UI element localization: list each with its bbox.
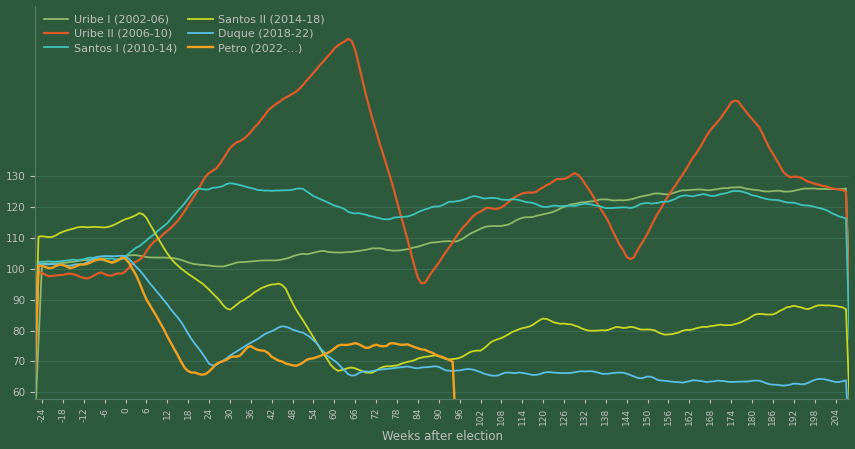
Santos II (2014-18) [30, 348, 40, 353]
Duque (2018-22) [30, 365, 40, 371]
Petro (2022-...) [451, 432, 462, 437]
Uribe II (2006-10) [722, 106, 733, 111]
Santos II (2014-18) [65, 227, 75, 232]
Uribe I (2002-06) [489, 223, 499, 229]
Uribe II (2006-10) [492, 206, 503, 211]
Legend: Uribe I (2002-06), Uribe II (2006-10), Santos I (2010-14), Santos II (2014-18), : Uribe I (2002-06), Uribe II (2006-10), S… [40, 11, 328, 57]
Santos II (2014-18) [134, 211, 144, 216]
Santos I (2010-14) [722, 190, 733, 195]
Line: Santos II (2014-18): Santos II (2014-18) [35, 213, 850, 399]
Duque (2018-22) [722, 379, 733, 384]
Petro (2022-...) [263, 350, 274, 356]
Uribe II (2006-10) [845, 318, 855, 324]
Santos II (2014-18) [845, 396, 855, 402]
Uribe II (2006-10) [65, 271, 75, 277]
Santos II (2014-18) [492, 336, 503, 342]
Uribe I (2002-06) [339, 250, 350, 255]
Petro (2022-...) [169, 346, 180, 352]
Duque (2018-22) [256, 334, 267, 339]
Uribe I (2002-06) [845, 283, 855, 289]
Uribe II (2006-10) [343, 36, 353, 41]
Santos I (2010-14) [30, 365, 40, 370]
Santos II (2014-18) [256, 286, 267, 291]
Duque (2018-22) [845, 443, 855, 449]
Uribe II (2006-10) [252, 121, 262, 127]
Line: Petro (2022-...): Petro (2022-...) [35, 258, 457, 435]
Santos I (2010-14) [845, 336, 855, 342]
Petro (2022-...) [423, 349, 433, 354]
Duque (2018-22) [343, 372, 353, 377]
Line: Santos I (2010-14): Santos I (2010-14) [35, 183, 850, 368]
Petro (2022-...) [117, 255, 127, 260]
Santos I (2010-14) [65, 257, 75, 263]
Line: Uribe I (2002-06): Uribe I (2002-06) [35, 187, 850, 420]
Petro (2022-...) [301, 357, 311, 362]
Uribe I (2002-06) [252, 258, 262, 264]
Line: Duque (2018-22): Duque (2018-22) [35, 256, 850, 446]
Santos I (2010-14) [225, 180, 235, 186]
Santos I (2010-14) [256, 188, 267, 193]
Petro (2022-...) [131, 272, 141, 277]
Duque (2018-22) [681, 379, 691, 385]
Santos I (2010-14) [681, 193, 691, 198]
Uribe I (2002-06) [65, 260, 75, 265]
Uribe II (2006-10) [681, 167, 691, 172]
Santos I (2010-14) [343, 209, 353, 215]
Uribe I (2002-06) [733, 185, 743, 190]
X-axis label: Weeks after election: Weeks after election [381, 431, 503, 444]
Line: Uribe II (2006-10): Uribe II (2006-10) [35, 39, 850, 374]
Santos II (2014-18) [343, 365, 353, 371]
Petro (2022-...) [440, 356, 451, 361]
Santos I (2010-14) [492, 196, 503, 201]
Uribe II (2006-10) [339, 39, 350, 44]
Uribe I (2002-06) [719, 185, 729, 191]
Uribe I (2002-06) [677, 188, 687, 193]
Uribe II (2006-10) [30, 372, 40, 377]
Duque (2018-22) [65, 263, 75, 269]
Santos II (2014-18) [681, 327, 691, 333]
Petro (2022-...) [30, 368, 40, 373]
Santos II (2014-18) [722, 322, 733, 328]
Duque (2018-22) [117, 253, 127, 259]
Uribe I (2002-06) [30, 418, 40, 423]
Duque (2018-22) [492, 373, 503, 378]
